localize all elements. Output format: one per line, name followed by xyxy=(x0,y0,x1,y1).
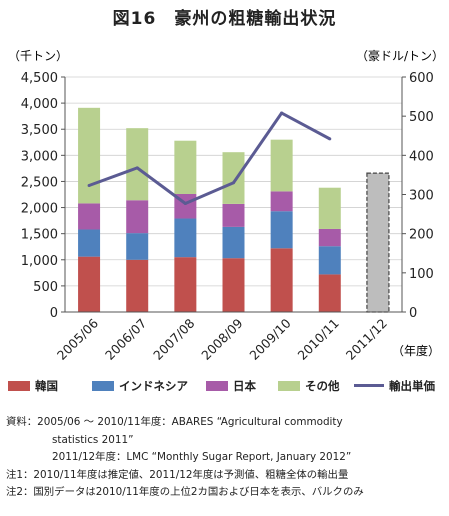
bar-segment-2-5 xyxy=(318,228,341,247)
bar-segment-1-4 xyxy=(270,211,293,249)
bar-total-forecast xyxy=(366,172,390,313)
bar-segment-0-5 xyxy=(318,274,341,312)
y-right-tick-label: 200 xyxy=(409,228,434,243)
y-right-tick-label: 600 xyxy=(409,71,434,86)
bar-segment-0-0 xyxy=(78,256,101,312)
bar-segment-3-1 xyxy=(126,128,149,201)
legend-item-others: その他 xyxy=(278,378,340,394)
axes xyxy=(61,76,406,313)
bar-segment-1-3 xyxy=(222,226,245,259)
line-point-1 xyxy=(135,166,139,170)
legend-item-japan: 日本 xyxy=(206,378,256,394)
y-left-tick-label: 3,500 xyxy=(21,123,58,138)
y-left-tick-label: 4,000 xyxy=(21,97,58,112)
y-right-tick-label: 500 xyxy=(409,110,434,125)
y-right-tick-label: 100 xyxy=(409,267,434,282)
y-left-tick-label: 2,000 xyxy=(21,202,58,217)
legend-label-japan: 日本 xyxy=(233,379,256,393)
bar-segment-0-2 xyxy=(174,257,197,312)
y-right-axis-label: （豪ドル/トン） xyxy=(356,48,444,63)
x-tick-label: 2011/12 xyxy=(343,316,390,363)
x-unit-label: （年度） xyxy=(392,343,440,358)
y-left-axis-label: （千トン） xyxy=(8,49,68,63)
bars xyxy=(78,107,390,313)
x-tick-label: 2007/08 xyxy=(150,315,197,362)
bar-segment-1-5 xyxy=(318,246,341,275)
chart-svg: 0 500 1,000 1,500 2,000 2,500 3,000 3,500 4,000 4… xyxy=(8,48,444,363)
legend-swatch-japan xyxy=(206,381,228,391)
x-tick-label: 2008/09 xyxy=(198,315,245,362)
y-left-tick-label: 0 xyxy=(50,306,58,321)
note-row: 2011/12年度：LMC “Monthly Sugar Report, Jan… xyxy=(52,451,352,463)
note-row: 注1： 2010/11年度は推定値、2011/12年度は予測値、粗糖全体の輸出量 xyxy=(6,468,349,481)
line-export-price xyxy=(88,111,331,206)
x-tick-label: 2010/11 xyxy=(295,316,342,363)
legend-label-indonesia: インドネシア xyxy=(119,379,188,393)
bar-segment-3-2 xyxy=(174,140,197,194)
price-line xyxy=(87,111,332,206)
y-right-tick-label: 0 xyxy=(409,306,417,321)
legend-label-korea: 韓国 xyxy=(35,379,58,393)
note-row: statistics 2011” xyxy=(52,433,134,446)
line-point-3 xyxy=(232,181,235,185)
bar-segment-2-0 xyxy=(78,203,101,230)
y-left-tick-label: 2,500 xyxy=(21,175,58,190)
x-tick-label: 2005/06 xyxy=(54,315,101,362)
x-tick-label: 2006/07 xyxy=(102,316,149,363)
bar-segment-3-3 xyxy=(222,152,245,204)
y-left-tick-label: 3,000 xyxy=(21,149,58,164)
bar-segment-0-3 xyxy=(222,258,245,312)
note-row: 資料： 2005/06 ～ 2010/11年度：ABARES “Agricultu… xyxy=(6,416,343,428)
y-left-tick-label: 1,500 xyxy=(21,228,58,243)
bar-segment-2-4 xyxy=(270,191,293,212)
bar-segment-1-1 xyxy=(126,233,149,260)
y-left-tick-label: 4,500 xyxy=(21,71,58,86)
line-point-5 xyxy=(328,137,332,141)
legend-swatch-korea xyxy=(8,381,30,391)
legend-item-korea: 韓国 xyxy=(8,378,58,394)
note-row: 注2： 国別データは2010/11年度の上位2カ国および日本を表示、バルクのみ xyxy=(6,486,364,498)
bar-segment-0-4 xyxy=(270,248,293,312)
line-point-4 xyxy=(280,111,284,115)
legend-item-indonesia: インドネシア xyxy=(92,378,188,394)
y-left-tick-label: 1,000 xyxy=(21,254,58,269)
legend-swatch-others xyxy=(278,381,300,391)
notes: 資料： 2005/06 ～ 2010/11年度：ABARES “Agricultu… xyxy=(6,414,446,502)
bar-segment-3-4 xyxy=(270,139,293,192)
bar-segment-3-0 xyxy=(78,107,101,204)
y-right-tick-label: 300 xyxy=(409,189,434,204)
chart-title: 図16 豪州の粗糖輸出状況 xyxy=(112,9,337,29)
line-point-2 xyxy=(183,202,187,206)
bar-segment-1-0 xyxy=(78,229,101,257)
line-point-0 xyxy=(87,183,91,187)
bar-segment-3-5 xyxy=(318,187,341,229)
y-right-tick-label: 400 xyxy=(409,149,434,164)
legend-label-export-price: 輸出単価 xyxy=(389,379,435,393)
bar-segment-2-1 xyxy=(126,200,149,234)
bar-segment-0-1 xyxy=(126,259,149,312)
legend-swatch-indonesia xyxy=(92,381,114,391)
legend-line-export-price xyxy=(354,384,384,387)
legend-item-export-price: 輸出単価 xyxy=(354,378,435,394)
bar-segment-1-2 xyxy=(174,218,197,258)
y-left-tick-label: 500 xyxy=(33,280,58,295)
x-tick-label: 2009/10 xyxy=(246,315,293,362)
legend-label-others: その他 xyxy=(305,379,340,393)
bar-segment-2-3 xyxy=(222,203,245,227)
